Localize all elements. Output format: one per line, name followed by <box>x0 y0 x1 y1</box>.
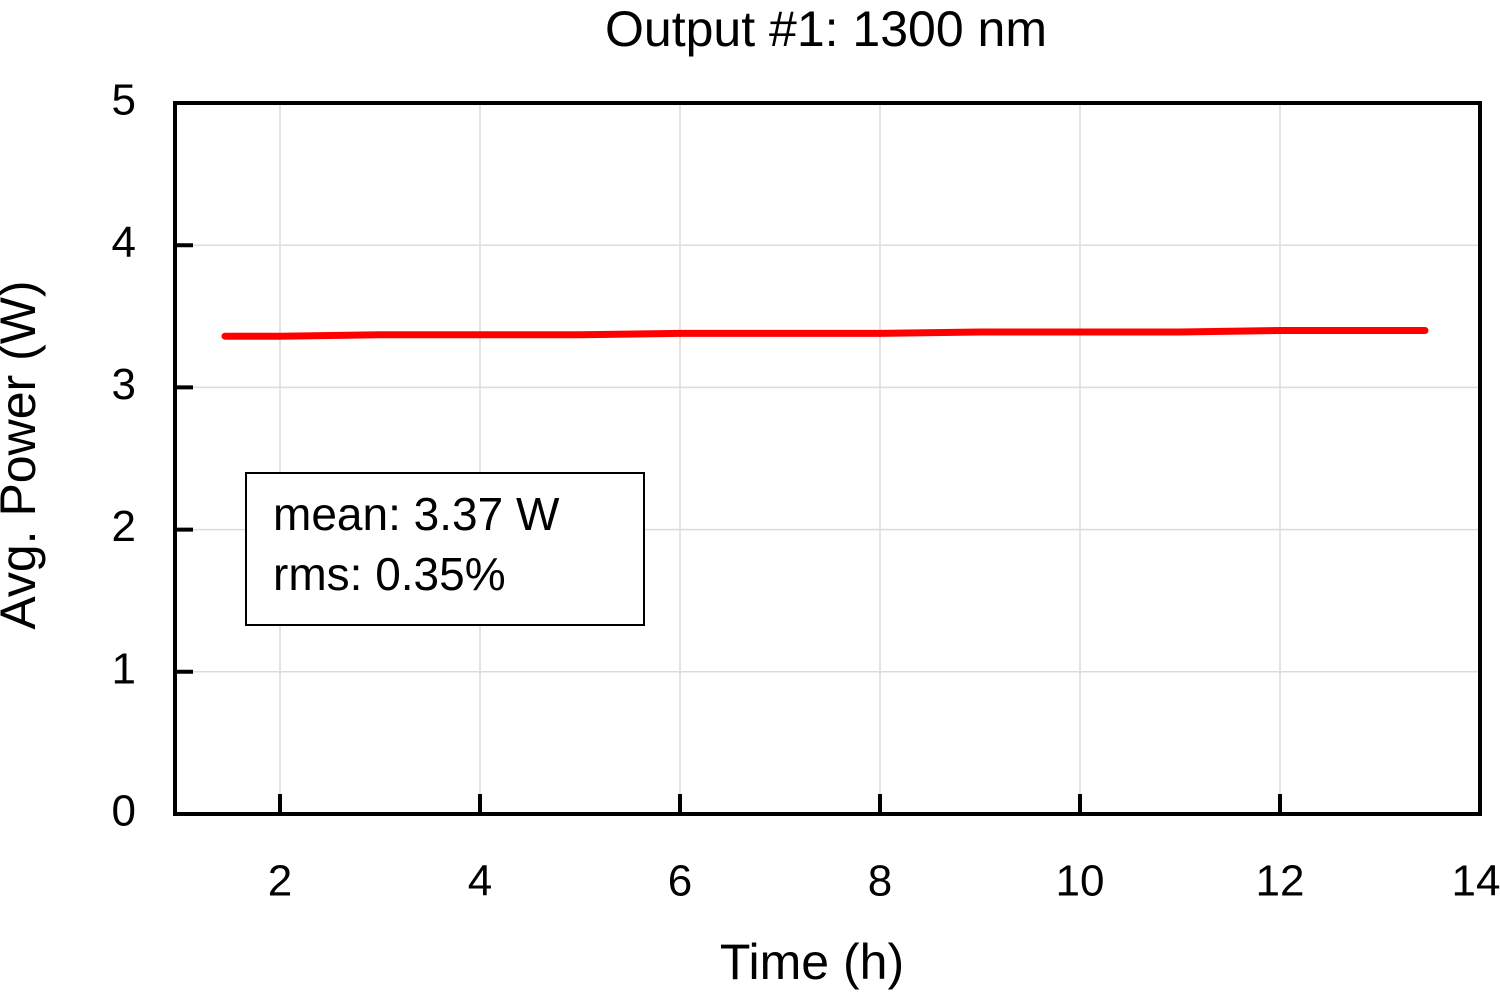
x-tick-label: 14 <box>1452 857 1500 906</box>
grid <box>175 102 1481 815</box>
x-tick-label: 4 <box>468 857 492 906</box>
y-tick-label: 4 <box>112 218 136 267</box>
y-tick-label: 0 <box>112 787 136 836</box>
x-tick-label: 10 <box>1056 857 1105 906</box>
chart-title: Output #1: 1300 nm <box>605 1 1047 57</box>
plot-frame <box>173 101 1482 816</box>
x-tick-label: 6 <box>668 857 692 906</box>
x-tick-label: 8 <box>868 857 892 906</box>
y-axis-label: Avg. Power (W) <box>0 280 46 629</box>
plot-marks <box>221 327 1429 340</box>
annotation: mean: 3.37 W <box>273 488 560 540</box>
annotation-box <box>245 472 645 626</box>
y-tick-label: 5 <box>112 76 136 125</box>
y-tick-label: 2 <box>112 502 136 551</box>
x-tick-label: 2 <box>268 857 292 906</box>
y-tick-label: 3 <box>112 360 136 409</box>
data-line <box>221 327 1429 340</box>
y-tick-label: 1 <box>112 644 136 693</box>
annotation: rms: 0.35% <box>273 548 506 600</box>
x-tick-label: 12 <box>1256 857 1305 906</box>
x-axis-label: Time (h) <box>720 934 904 990</box>
